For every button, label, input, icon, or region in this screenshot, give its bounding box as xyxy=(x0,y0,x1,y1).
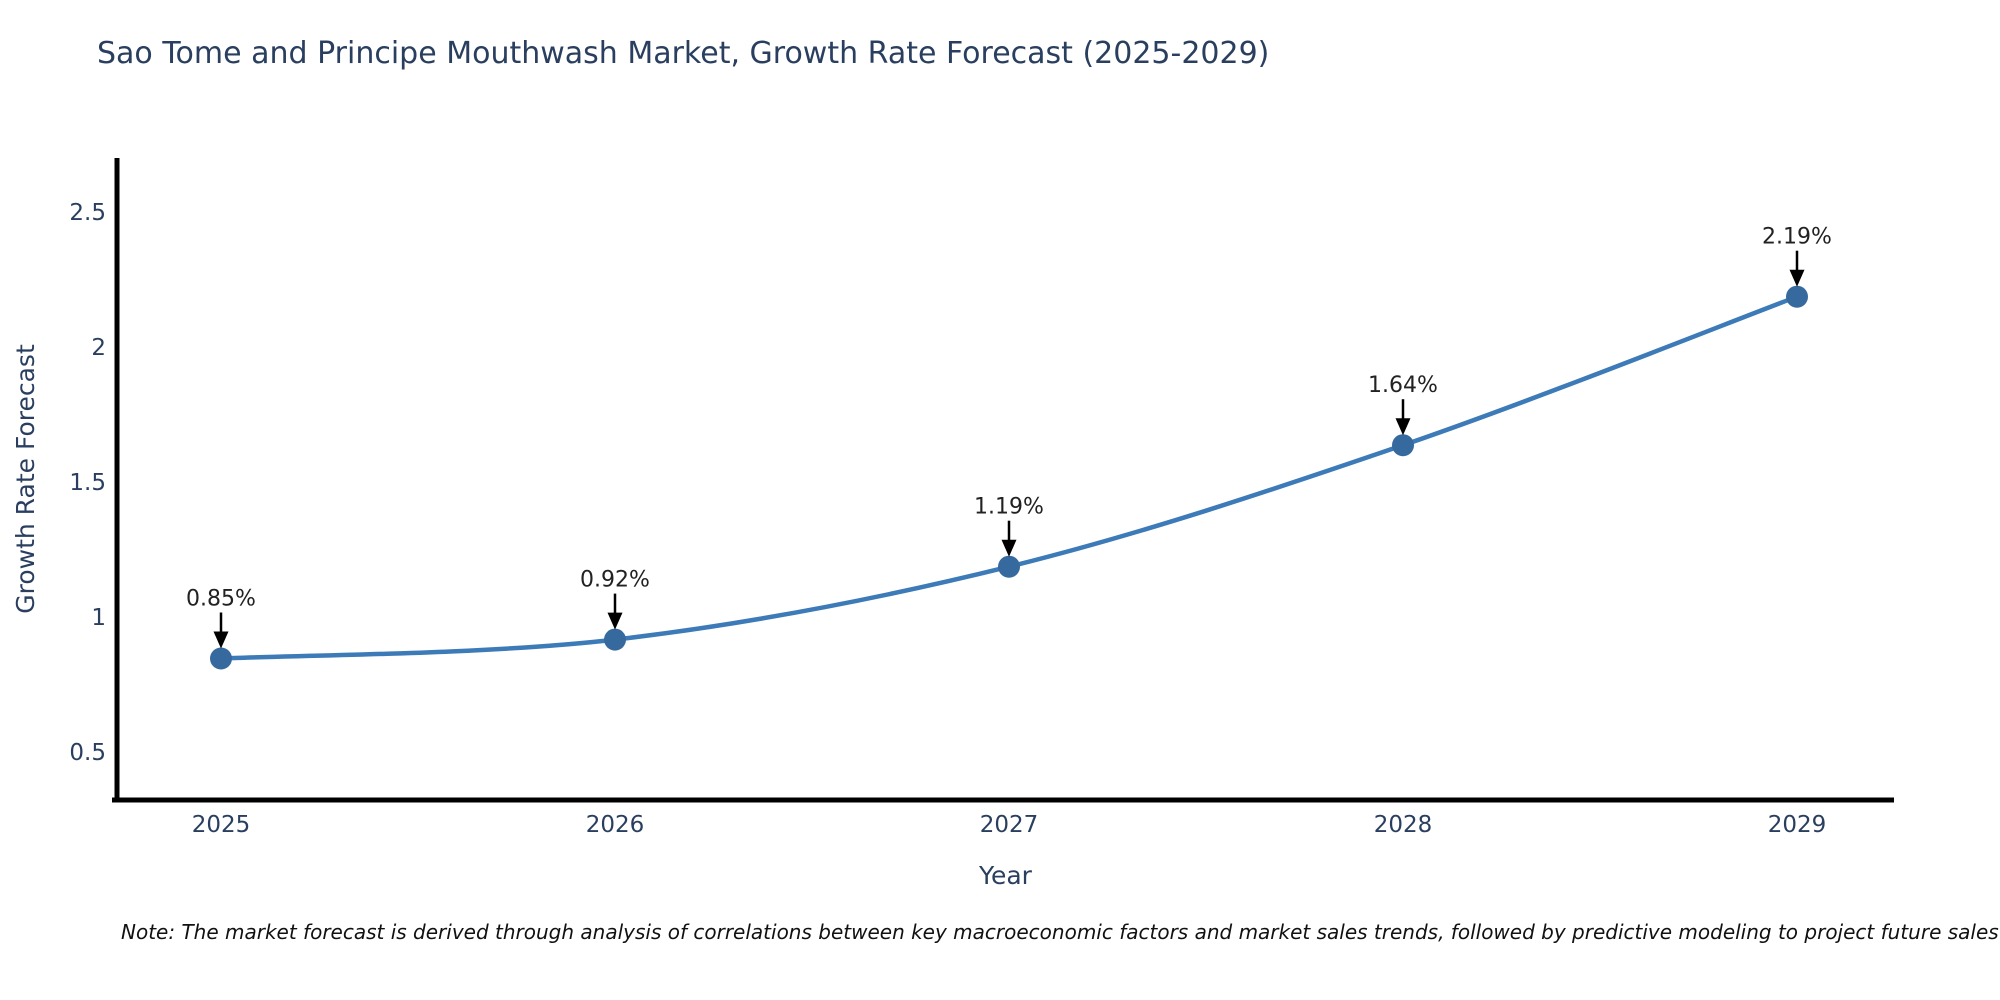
x-tick-label: 2029 xyxy=(1768,812,1827,838)
footnote: Note: The market forecast is derived thr… xyxy=(121,920,1999,944)
data-point-annotation: 1.19% xyxy=(974,495,1044,520)
data-point-marker xyxy=(604,628,626,651)
data-point-annotation: 1.64% xyxy=(1368,373,1438,398)
x-tick-label: 2026 xyxy=(586,812,645,838)
x-tick-label: 2027 xyxy=(980,812,1039,838)
annotation-arrowhead-icon xyxy=(1789,269,1805,287)
x-axis-title: Year xyxy=(978,861,1033,890)
data-point-annotation: 0.92% xyxy=(580,568,650,593)
annotation-arrowhead-icon xyxy=(1395,418,1411,436)
trend-line xyxy=(220,294,1798,661)
data-point-annotation: 2.19% xyxy=(1762,225,1832,250)
y-tick-label: 1.5 xyxy=(69,470,106,496)
x-tick-label: 2025 xyxy=(192,812,251,838)
annotation-arrowhead-icon xyxy=(1001,539,1017,557)
data-point-marker xyxy=(1392,434,1414,457)
x-tick-label: 2028 xyxy=(1374,812,1433,838)
y-tick-label: 1 xyxy=(91,605,106,631)
y-axis-title: Growth Rate Forecast xyxy=(11,344,40,614)
annotation-arrowhead-icon xyxy=(213,631,229,649)
y-tick-label: 0.5 xyxy=(69,740,106,766)
y-tick-label: 2.5 xyxy=(69,200,106,226)
data-point-marker xyxy=(1786,285,1808,308)
data-point-marker xyxy=(210,647,232,670)
chart-title: Sao Tome and Principe Mouthwash Market, … xyxy=(97,36,1270,71)
y-tick-label: 2 xyxy=(91,335,106,361)
annotation-arrowhead-icon xyxy=(607,612,623,630)
data-point-marker xyxy=(998,555,1020,578)
data-point-annotation: 0.85% xyxy=(186,587,256,612)
